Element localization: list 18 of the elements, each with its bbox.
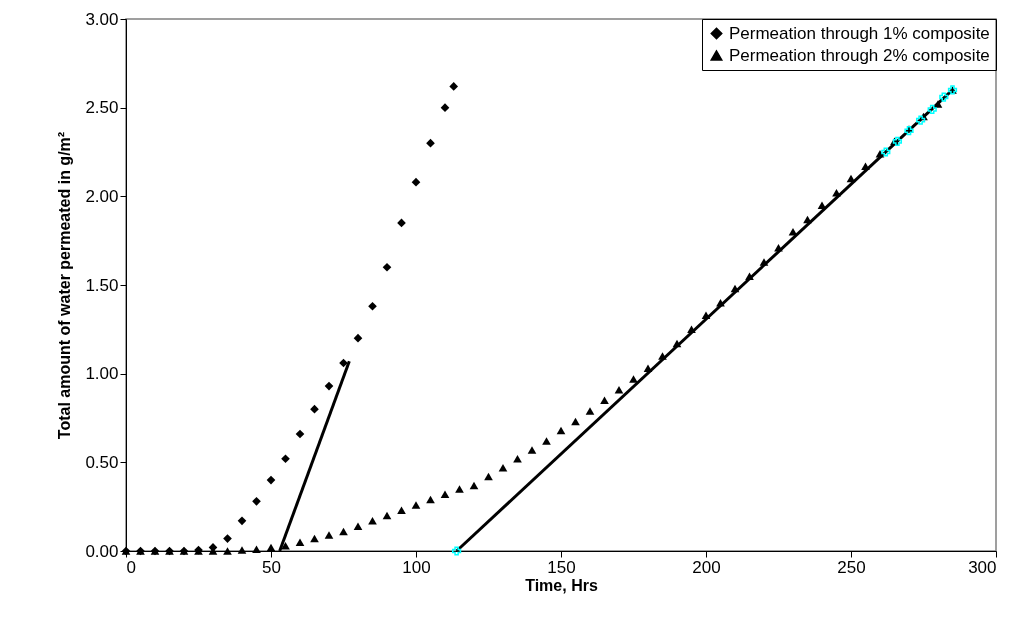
y-tick-label: 1.50: [85, 275, 119, 295]
x-tick-label: 300: [968, 557, 997, 577]
x-tick-label: 250: [837, 557, 866, 577]
y-tick-label: 2.50: [85, 98, 119, 118]
x-tick-label: 150: [547, 557, 576, 577]
x-tick-label: 50: [262, 557, 281, 577]
y-tick-label: 0.50: [85, 452, 119, 472]
legend-label: Permeation through 2% composite: [729, 45, 990, 65]
y-tick-label: 2.00: [85, 186, 119, 206]
y-axis-title: Total amount of water permeated in g/m²: [56, 131, 74, 440]
y-tick-label: 3.00: [85, 9, 119, 29]
x-axis-title: Time, Hrs: [525, 576, 598, 594]
legend-label: Permeation through 1% composite: [729, 23, 990, 43]
x-tick-label: 0: [126, 557, 136, 577]
y-tick-label: 1.00: [85, 364, 119, 384]
y-tick-label: 0.00: [85, 541, 119, 561]
x-tick-label: 100: [402, 557, 431, 577]
x-tick-label: 200: [692, 557, 721, 577]
